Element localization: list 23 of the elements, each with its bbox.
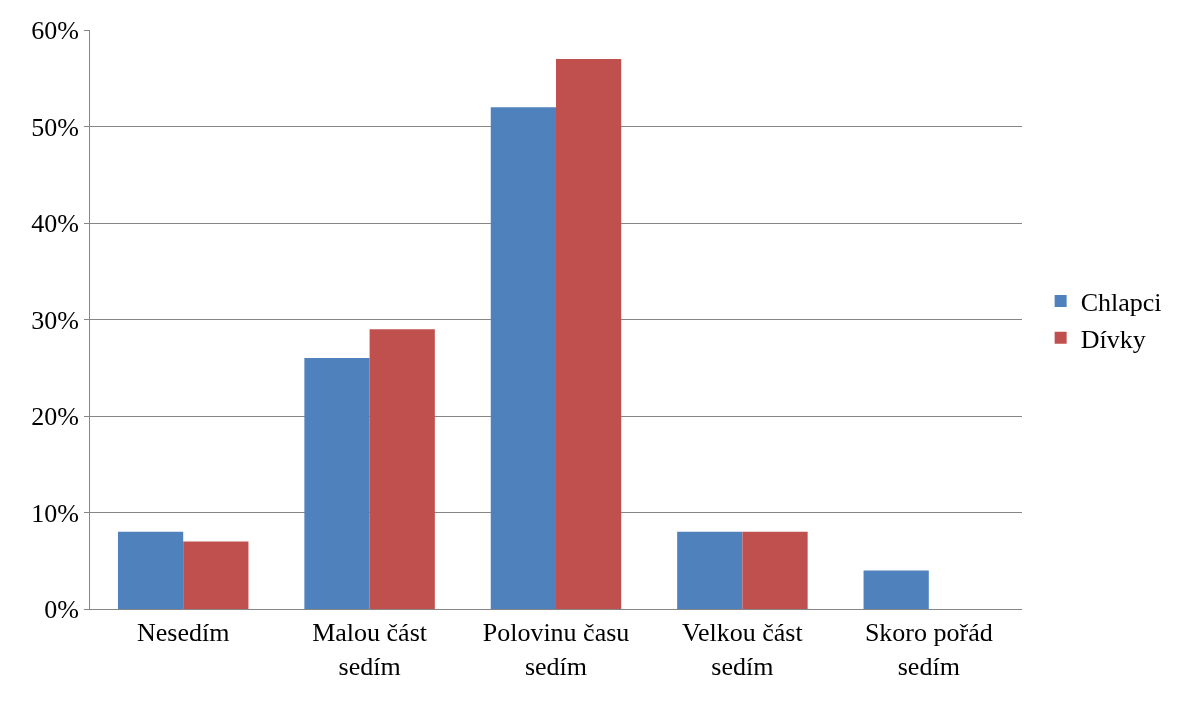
x-tick-label: Skoro pořád sedím: [864, 618, 993, 681]
bar: [183, 541, 249, 609]
bar: [304, 358, 370, 609]
bar: [369, 329, 435, 609]
x-tick-label: Malou část sedím: [312, 618, 428, 681]
y-tick-label: 40%: [31, 209, 79, 239]
y-tick-label: 60%: [31, 16, 79, 46]
bar: [742, 531, 808, 609]
bar: [863, 570, 929, 609]
y-tick-label: 30%: [31, 305, 79, 335]
bar: [556, 58, 622, 609]
bar: [490, 107, 556, 609]
x-tick-label: Polovinu času sedím: [482, 618, 630, 681]
bar: [117, 531, 184, 609]
bar: [677, 531, 743, 609]
y-tick-label: 20%: [31, 402, 79, 432]
legend-label: Dívky: [1080, 324, 1146, 354]
y-tick-label: 0%: [44, 595, 79, 625]
x-tick-label: Nesedím: [136, 618, 230, 648]
y-tick-label: 50%: [31, 112, 79, 142]
legend-label: Chlapci: [1080, 288, 1162, 318]
y-tick-label: 10%: [31, 498, 79, 528]
x-tick-label: Velkou část sedím: [682, 618, 804, 681]
